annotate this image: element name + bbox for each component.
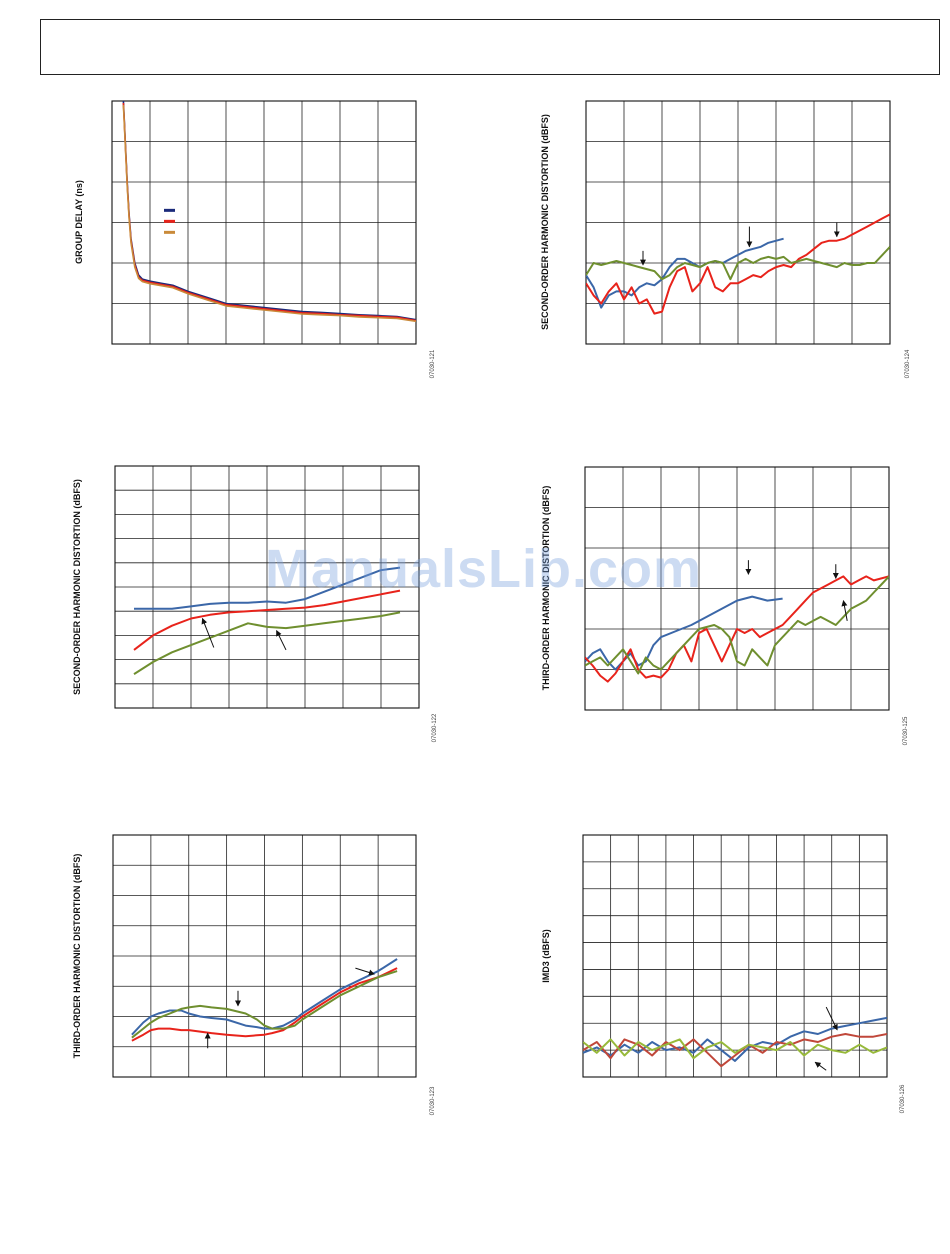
series-line-2 xyxy=(586,213,890,315)
figure-id-123: 07030-123 xyxy=(430,1086,436,1115)
annotation-arrow-1 xyxy=(825,1006,838,1031)
annotation-arrow-2 xyxy=(276,630,287,651)
series-line-2 xyxy=(585,575,889,683)
plot-frame xyxy=(114,465,420,709)
plot-frame xyxy=(582,834,888,1078)
series-line-2 xyxy=(131,967,398,1042)
annotation-arrow-3 xyxy=(355,967,375,976)
page-header-box xyxy=(40,19,940,75)
series-line-2 xyxy=(133,589,401,651)
series-line-3 xyxy=(133,611,401,675)
ylabel-imd3: IMD3 (dBFS) xyxy=(541,929,551,983)
plot-frame xyxy=(111,100,417,345)
figure-id-125: 07030-125 xyxy=(903,716,909,745)
plot-frame xyxy=(584,466,890,711)
plot-frame xyxy=(112,834,417,1078)
ylabel-third-order-right: THIRD-ORDER HARMONIC DISTORTION (dBFS) xyxy=(541,486,551,691)
series-line-3 xyxy=(586,246,890,281)
series-line-1 xyxy=(586,237,784,309)
series-line-3 xyxy=(585,575,889,675)
chart-third-order-hd-left xyxy=(112,834,417,1078)
chart-group-delay xyxy=(111,100,417,345)
series-line-3 xyxy=(122,104,416,323)
series-line-3 xyxy=(131,970,398,1039)
annotation-arrow-2 xyxy=(814,1061,827,1071)
ylabel-second-order-top: SECOND-ORDER HARMONIC DISTORTION (dBFS) xyxy=(540,114,550,330)
series-line-1 xyxy=(134,566,401,610)
chart-second-order-hd-mid xyxy=(114,465,420,709)
ylabel-third-order-left: THIRD-ORDER HARMONIC DISTORTION (dBFS) xyxy=(72,854,82,1059)
ylabel-group-delay: GROUP DELAY (ns) xyxy=(74,180,84,264)
watermark-text: ManualsLib.com xyxy=(265,539,703,599)
annotation-arrow-1 xyxy=(201,617,215,648)
plot-frame xyxy=(585,100,891,345)
series-line-3 xyxy=(583,1038,887,1060)
annotation-arrow-3 xyxy=(841,600,848,621)
figure-id-122: 07030-122 xyxy=(432,713,438,742)
series-line-1 xyxy=(131,958,398,1036)
figure-id-126: 07030-126 xyxy=(900,1084,906,1113)
series-line-2 xyxy=(583,1033,887,1068)
figure-id-121: 07030-121 xyxy=(430,349,436,378)
ylabel-second-order-mid: SECOND-ORDER HARMONIC DISTORTION (dBFS) xyxy=(72,479,82,695)
chart-third-order-hd-right xyxy=(584,466,890,711)
chart-imd3 xyxy=(582,834,888,1078)
chart-second-order-hd-top xyxy=(585,100,891,345)
series-line-1 xyxy=(585,595,783,671)
figure-id-124: 07030-124 xyxy=(905,349,911,378)
